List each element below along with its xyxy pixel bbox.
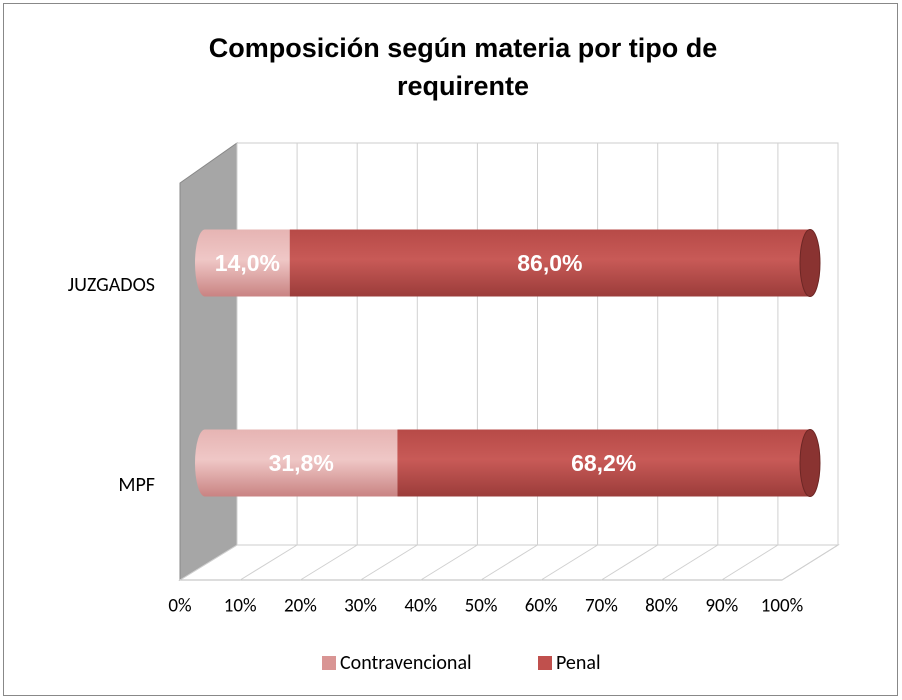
x-tick-label: 10% (224, 595, 257, 618)
floor-grid-line (239, 544, 298, 581)
x-tick-label: 30% (344, 595, 377, 618)
bar-segment (289, 229, 810, 297)
floor-grid-line (721, 544, 779, 581)
floor-grid-line (420, 544, 478, 581)
legend-marker (538, 656, 552, 670)
data-label: 68,2% (571, 450, 636, 476)
x-tick-label: 90% (705, 595, 738, 618)
floor-grid-line (661, 544, 719, 581)
floor-grid-line (179, 544, 238, 581)
bar-segment (205, 429, 398, 497)
x-tick-label: 40% (404, 595, 437, 618)
floor-grid-line (360, 544, 418, 581)
x-tick-label: 100% (761, 595, 803, 618)
bar-segment (397, 429, 810, 497)
bar-cap (799, 429, 821, 497)
data-label: 31,8% (269, 450, 334, 476)
side-wall (179, 142, 238, 581)
data-label: 14,0% (215, 250, 280, 276)
chart-title: Composición según materia por tipo de req… (209, 33, 718, 101)
floor-grid-line (601, 544, 658, 581)
bar-segment (205, 229, 290, 297)
bar-cap (799, 229, 821, 297)
x-tick-label: 0% (168, 595, 191, 618)
x-tick-label: 20% (284, 595, 317, 618)
y-tick-label: JUZGADOS (68, 273, 155, 297)
floor-grid-line (540, 544, 598, 581)
floor-grid-line (781, 544, 839, 581)
x-tick-label: 60% (525, 595, 558, 618)
x-tick-label: 80% (645, 595, 678, 618)
legend-marker (322, 656, 336, 670)
y-tick-label: MPF (118, 473, 155, 497)
x-tick-label: 50% (465, 595, 498, 618)
floor-grid-line (300, 544, 358, 581)
legend-label: Contravencional (340, 651, 472, 675)
chart-border (3, 3, 898, 696)
x-tick-label: 70% (585, 595, 618, 618)
data-label: 86,0% (517, 250, 582, 276)
legend-label: Penal (556, 651, 601, 675)
floor-grid-line (480, 544, 538, 581)
